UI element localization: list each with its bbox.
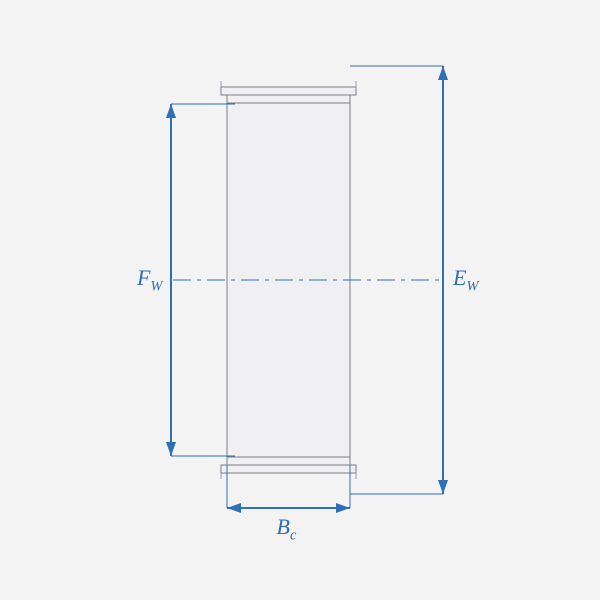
label-bc-sub: c (290, 527, 296, 543)
diagram-stage: FW EW Bc (0, 0, 600, 600)
diagram-svg (0, 0, 600, 600)
label-fw-main: F (137, 265, 150, 290)
label-bc-main: B (277, 514, 290, 539)
label-ew: EW (453, 267, 478, 294)
label-fw: FW (137, 267, 162, 294)
label-fw-sub: W (150, 278, 162, 294)
label-bc: Bc (277, 516, 297, 543)
label-ew-sub: W (466, 278, 478, 294)
label-ew-main: E (453, 265, 466, 290)
